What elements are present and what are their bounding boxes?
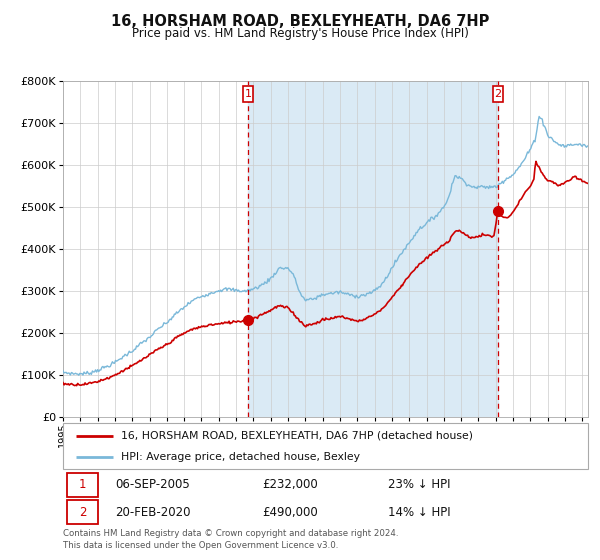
Text: 16, HORSHAM ROAD, BEXLEYHEATH, DA6 7HP (detached house): 16, HORSHAM ROAD, BEXLEYHEATH, DA6 7HP (… [121, 431, 473, 441]
Text: 16, HORSHAM ROAD, BEXLEYHEATH, DA6 7HP: 16, HORSHAM ROAD, BEXLEYHEATH, DA6 7HP [111, 14, 489, 29]
Text: 2: 2 [494, 89, 502, 99]
Text: 23% ↓ HPI: 23% ↓ HPI [389, 478, 451, 491]
Text: 1: 1 [79, 478, 86, 491]
Text: 1: 1 [244, 89, 251, 99]
Text: £490,000: £490,000 [263, 506, 318, 519]
Text: 14% ↓ HPI: 14% ↓ HPI [389, 506, 451, 519]
Text: HPI: Average price, detached house, Bexley: HPI: Average price, detached house, Bexl… [121, 452, 360, 462]
Bar [67, 473, 98, 497]
Bar [67, 500, 98, 524]
Text: 20-FEB-2020: 20-FEB-2020 [115, 506, 191, 519]
Bar [248, 81, 498, 417]
Text: £232,000: £232,000 [263, 478, 318, 491]
Text: Price paid vs. HM Land Registry's House Price Index (HPI): Price paid vs. HM Land Registry's House … [131, 27, 469, 40]
Text: 06-SEP-2005: 06-SEP-2005 [115, 478, 190, 491]
Text: Contains HM Land Registry data © Crown copyright and database right 2024.
This d: Contains HM Land Registry data © Crown c… [63, 529, 398, 550]
Bar [493, 86, 503, 102]
Text: 2: 2 [79, 506, 86, 519]
Bar [243, 86, 253, 102]
